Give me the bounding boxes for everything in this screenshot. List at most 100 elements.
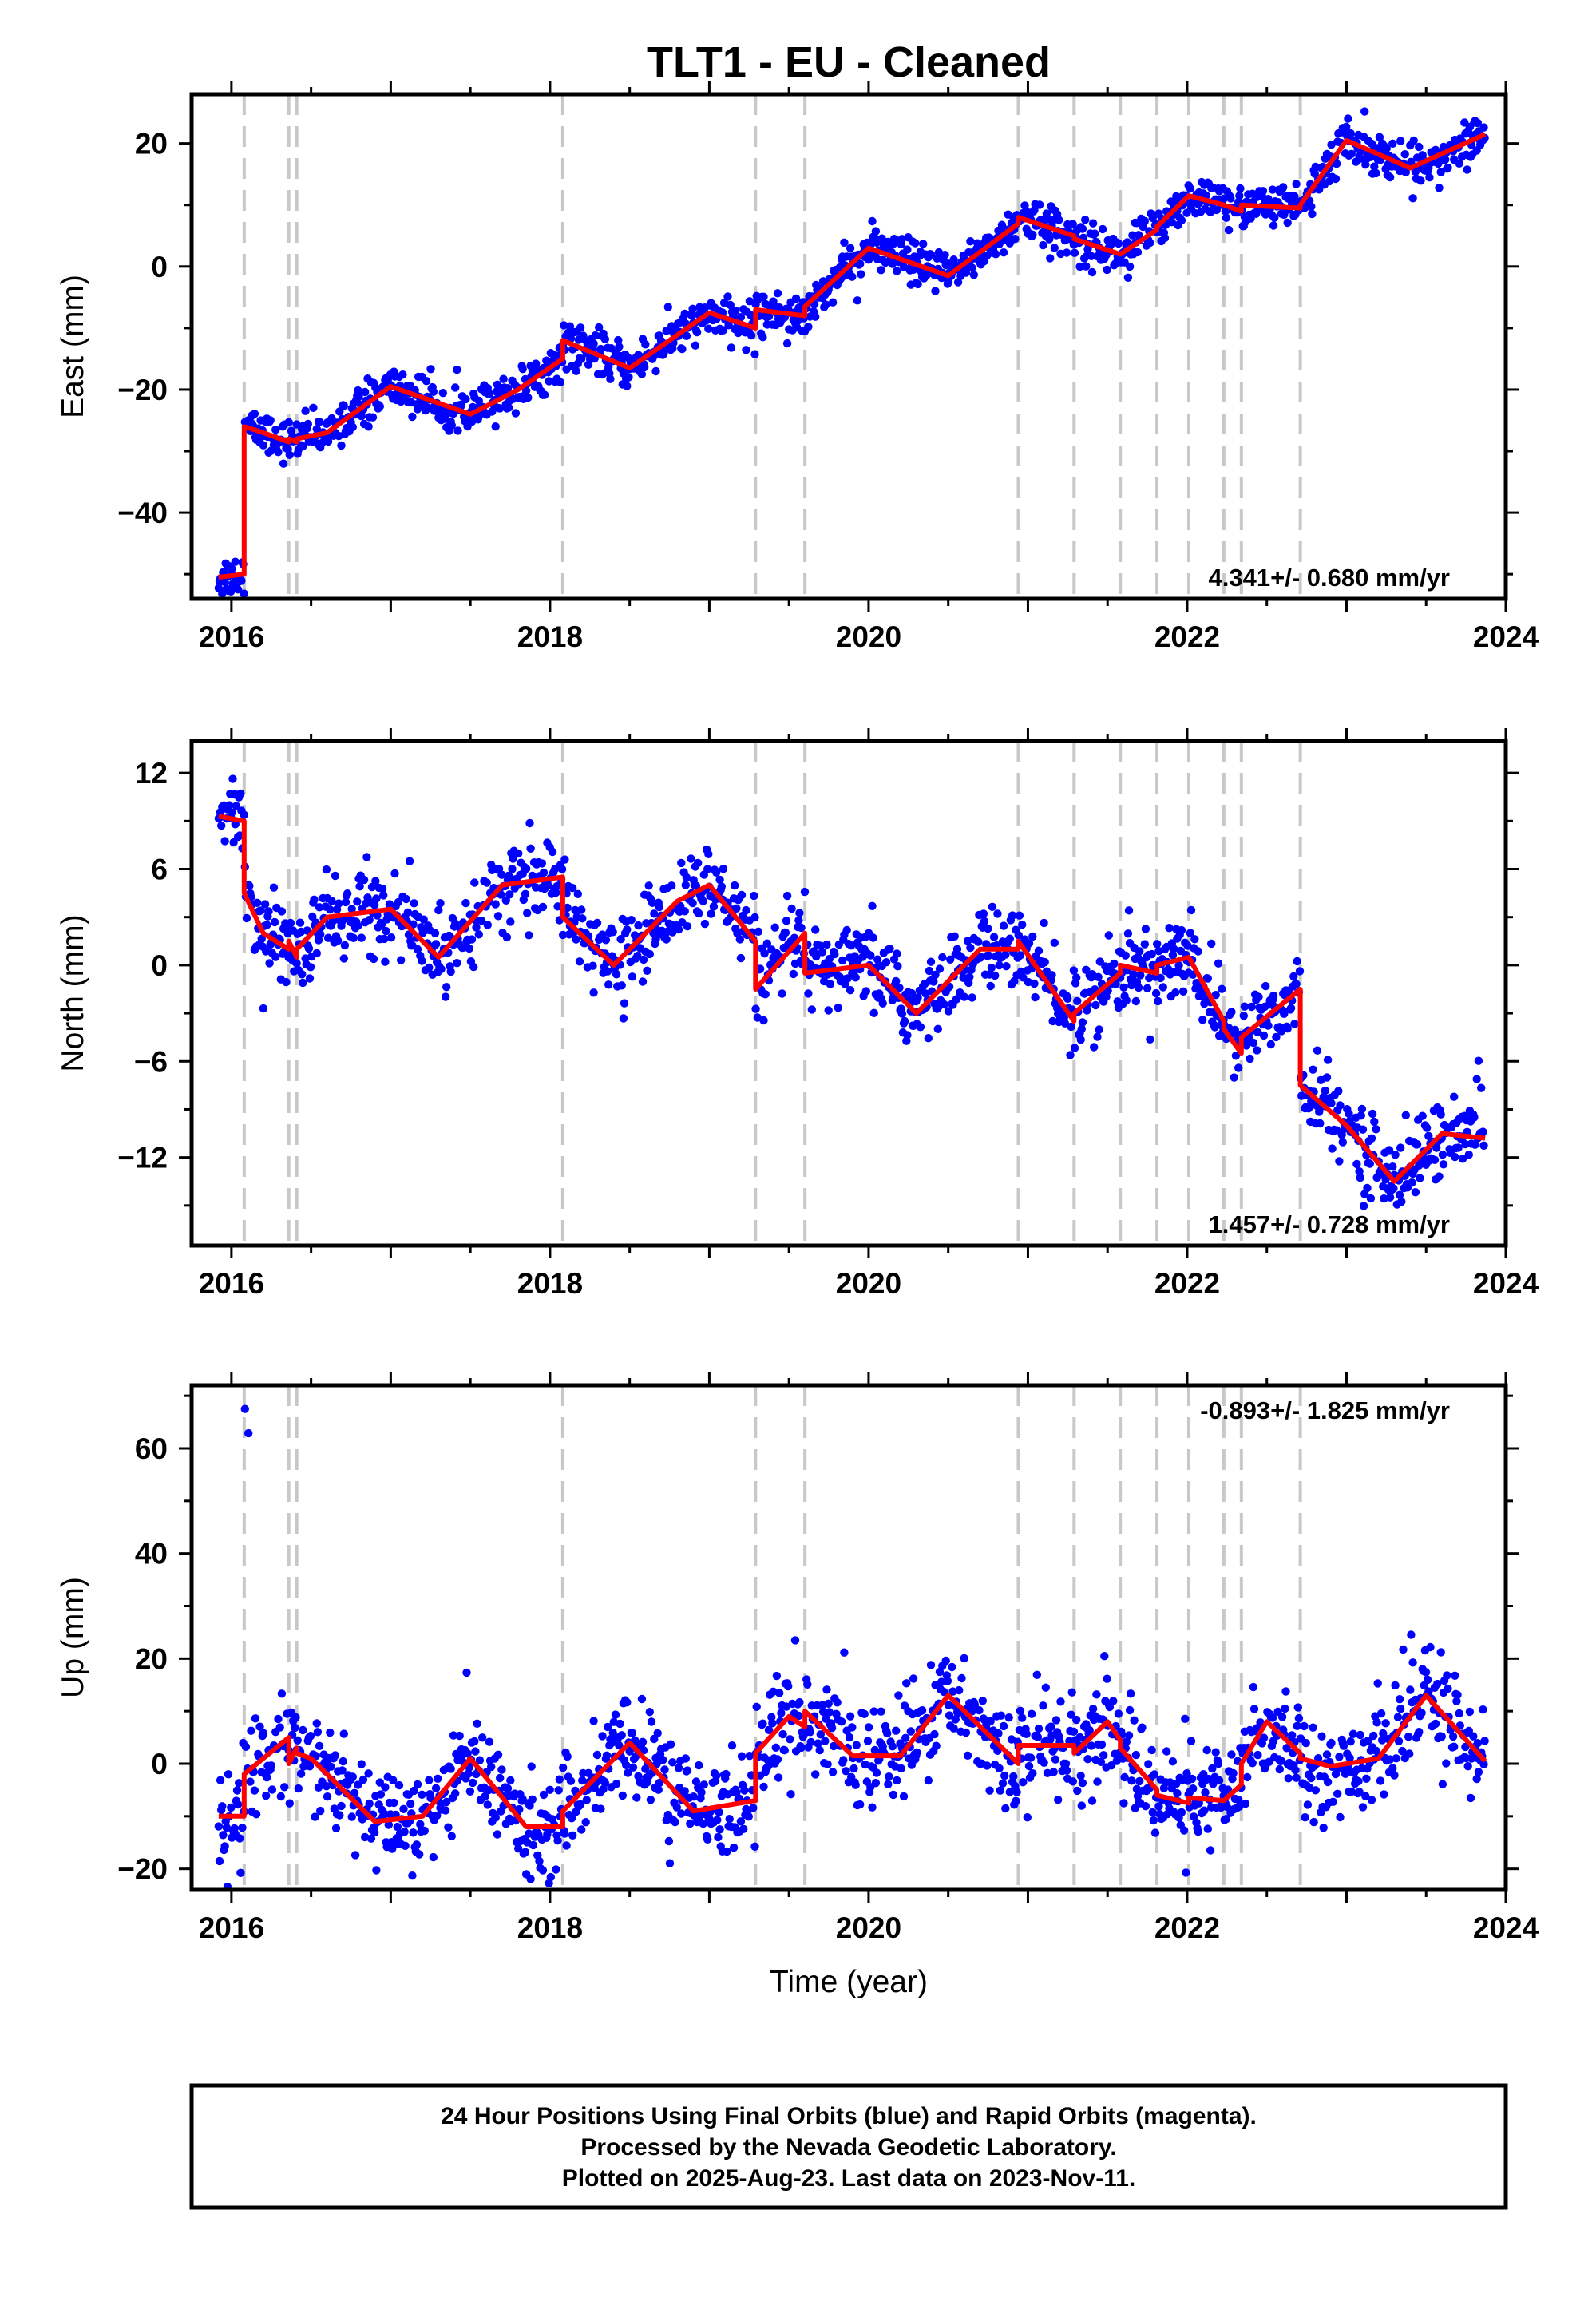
data-point	[857, 270, 865, 279]
data-point	[1370, 162, 1379, 171]
data-point	[1069, 1727, 1079, 1736]
data-point	[893, 962, 902, 971]
data-point	[1369, 1731, 1378, 1741]
data-point	[245, 881, 254, 890]
data-point	[1146, 238, 1154, 248]
data-point	[312, 1719, 321, 1728]
data-point	[1396, 1143, 1405, 1152]
data-point	[755, 964, 765, 973]
data-point	[821, 1737, 830, 1745]
data-point	[1082, 262, 1091, 271]
data-point	[1154, 1802, 1163, 1811]
data-point	[400, 1828, 409, 1836]
data-point	[418, 1790, 426, 1799]
up-panel: 2016 2018 2020 2022 2024 −20 0 20 40 60 Up (mm) -0.…	[56, 1372, 1539, 1944]
data-point	[668, 1758, 677, 1767]
data-point	[216, 1776, 225, 1784]
data-point	[1400, 150, 1409, 159]
x-tick-label: 2016	[199, 1267, 264, 1300]
data-point	[1087, 1741, 1096, 1750]
data-point	[1181, 1714, 1190, 1723]
data-point	[952, 945, 962, 954]
data-point	[1151, 988, 1161, 998]
data-point	[754, 927, 763, 937]
data-point	[231, 557, 240, 566]
data-point	[493, 1750, 503, 1759]
data-point	[1426, 1642, 1435, 1652]
data-point	[335, 1811, 344, 1820]
data-point	[488, 407, 497, 416]
data-point	[1345, 1109, 1353, 1119]
data-point	[1140, 940, 1150, 949]
data-point	[688, 304, 697, 313]
data-point	[1180, 1826, 1189, 1835]
data-point	[860, 1709, 869, 1718]
data-point	[491, 900, 500, 909]
data-point	[1194, 1827, 1202, 1836]
x-tick-label: 2016	[199, 1911, 264, 1944]
data-point	[1436, 1110, 1445, 1119]
data-point	[1069, 966, 1079, 975]
data-point	[1334, 1087, 1343, 1095]
data-point	[1083, 1755, 1092, 1764]
data-point	[892, 1726, 901, 1735]
data-point	[560, 1829, 569, 1838]
data-point	[263, 1773, 271, 1782]
data-point	[224, 1770, 233, 1779]
data-point	[899, 1792, 909, 1801]
data-point	[930, 1729, 939, 1739]
data-point	[1186, 929, 1195, 937]
data-point	[237, 576, 246, 585]
data-point	[604, 362, 613, 371]
data-point	[465, 944, 473, 953]
data-point	[366, 1834, 376, 1843]
data-point	[742, 905, 750, 915]
data-point	[1127, 1689, 1135, 1698]
data-point	[508, 865, 517, 873]
data-point	[527, 1762, 536, 1771]
data-point	[1012, 1788, 1021, 1796]
data-point	[853, 296, 862, 305]
data-point	[1048, 1016, 1057, 1026]
data-point	[308, 912, 317, 921]
data-point	[612, 1780, 621, 1788]
data-point	[1001, 950, 1010, 959]
data-point	[688, 898, 697, 908]
data-point	[830, 1741, 838, 1751]
data-point	[1096, 1757, 1106, 1766]
data-point	[1335, 1157, 1344, 1166]
data-point	[1268, 1713, 1277, 1722]
data-point	[1463, 165, 1471, 174]
data-point	[899, 263, 909, 271]
data-point	[539, 1790, 549, 1800]
data-point	[682, 331, 691, 340]
data-point	[1099, 1751, 1108, 1760]
data-point	[525, 1801, 534, 1810]
data-point	[1451, 1671, 1459, 1680]
data-point	[1156, 973, 1165, 983]
data-point	[931, 970, 940, 980]
data-point	[1388, 1162, 1397, 1171]
data-point	[770, 923, 779, 932]
data-point	[420, 1826, 429, 1836]
data-point	[1031, 992, 1040, 1002]
data-point	[1295, 967, 1305, 976]
data-point	[628, 1763, 638, 1772]
data-point	[1249, 1705, 1259, 1713]
data-point	[315, 1741, 324, 1750]
data-point	[1154, 996, 1162, 1006]
data-point	[1322, 1073, 1332, 1082]
data-point	[358, 1775, 368, 1784]
data-point	[224, 801, 234, 810]
data-point	[1119, 1799, 1128, 1808]
data-point	[487, 1762, 496, 1772]
data-point	[877, 1707, 885, 1716]
data-point	[1190, 935, 1199, 944]
data-point	[406, 1800, 415, 1808]
data-point	[1372, 1718, 1381, 1727]
data-point	[474, 930, 483, 939]
y-tick-label: 0	[151, 1748, 168, 1780]
data-point	[491, 422, 500, 431]
data-point	[681, 881, 690, 889]
y-tick-label: −12	[117, 1142, 168, 1174]
